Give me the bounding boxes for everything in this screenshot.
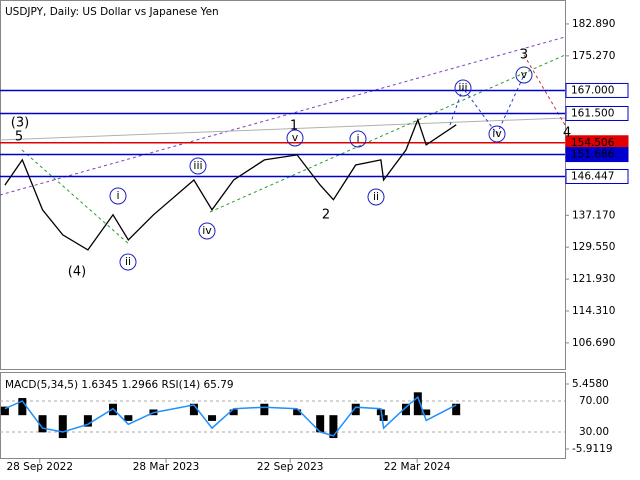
wave-label: ii xyxy=(373,190,379,203)
wave-circle xyxy=(488,125,506,143)
wave-circle xyxy=(119,253,137,271)
macd-bar xyxy=(401,403,410,416)
wave-circle xyxy=(189,157,207,175)
wave-circle xyxy=(367,188,385,206)
wave-label: (3) xyxy=(11,116,29,131)
wave-label: v xyxy=(292,131,299,144)
rsi-line xyxy=(4,395,457,437)
macd-bar xyxy=(413,392,422,416)
y2-tick-label: 70.00 xyxy=(579,395,609,407)
wave-label: iv xyxy=(492,127,502,140)
wave-label: iv xyxy=(202,224,212,237)
wave-label: 1 xyxy=(290,119,298,134)
macd-bar xyxy=(0,406,9,416)
y-tick-label: 129.550 xyxy=(572,241,615,253)
level-label: 161.500 xyxy=(571,107,614,119)
channel-line xyxy=(0,36,566,196)
y-tick-label: 182.890 xyxy=(572,18,615,30)
x-tick-label: 22 Sep 2023 xyxy=(257,461,324,473)
macd-bar xyxy=(38,415,47,433)
macd-bar xyxy=(58,415,67,439)
macd-bar xyxy=(260,403,269,416)
macd-bar xyxy=(83,415,92,427)
chart-title: USDJPY, Daily: US Dollar vs Japanese Yen xyxy=(5,6,219,18)
level-label: 146.447 xyxy=(571,170,614,182)
y2-tick-label: 30.00 xyxy=(579,426,609,438)
wave-label: i xyxy=(116,189,119,202)
macd-bar xyxy=(379,415,388,421)
y-tick-label: 137.170 xyxy=(572,209,615,221)
macd-bar xyxy=(18,398,27,416)
macd-bar xyxy=(329,415,338,439)
y-tick-label: 106.690 xyxy=(572,337,615,349)
wave-circle xyxy=(109,187,127,205)
macd-bar xyxy=(189,403,198,416)
macd-bar xyxy=(229,409,238,416)
wave-label: 2 xyxy=(322,208,330,223)
y-tick-label: 175.270 xyxy=(572,50,615,62)
wave-circle xyxy=(198,222,216,240)
wave-circle xyxy=(349,130,367,148)
forecast-path xyxy=(449,74,525,135)
wave-label: 3 xyxy=(520,48,528,63)
y-tick-label: 121.930 xyxy=(572,273,615,285)
wave-circle xyxy=(286,129,304,147)
level-label: 167.000 xyxy=(571,84,614,96)
level-label: 151.686 xyxy=(571,149,615,161)
wave-label: ii xyxy=(125,255,131,268)
wave-label: i xyxy=(356,132,359,145)
y-tick-label: 5.4580 xyxy=(572,378,609,390)
macd-bar xyxy=(208,415,217,421)
wave-label: 4 xyxy=(563,126,571,141)
x-tick-label: 28 Mar 2023 xyxy=(133,461,200,473)
channel-line xyxy=(209,54,566,213)
x-tick-label: 28 Sep 2022 xyxy=(6,461,73,473)
level-box xyxy=(565,105,629,121)
macd-bar xyxy=(293,409,302,416)
channel-line xyxy=(0,117,566,141)
macd-bar xyxy=(124,415,133,421)
wave-label: 5 xyxy=(15,130,23,145)
wave-label: iii xyxy=(458,81,467,94)
level-box xyxy=(565,168,629,184)
wave-label: v xyxy=(521,68,528,81)
wave-circle xyxy=(454,79,472,97)
macd-bar xyxy=(422,409,431,416)
price-panel xyxy=(0,0,566,370)
level-label: 154.506 xyxy=(571,137,615,149)
indicator-panel xyxy=(0,372,566,459)
wave-circle xyxy=(515,66,533,84)
x-tick-label: 22 Mar 2024 xyxy=(384,461,451,473)
macd-bar xyxy=(351,403,360,416)
wave-label: (4) xyxy=(68,265,86,280)
y-tick-label: -5.9119 xyxy=(572,443,613,455)
price-line xyxy=(4,117,457,251)
y-tick-label: 114.310 xyxy=(572,305,615,317)
level-box xyxy=(565,82,629,98)
level-box xyxy=(565,147,629,163)
indicator-title: MACD(5,34,5) 1.6345 1.2966 RSI(14) 65.79 xyxy=(5,379,234,391)
wave-label: iii xyxy=(193,159,202,172)
macd-bar xyxy=(316,415,325,433)
macd-bar xyxy=(452,403,461,416)
